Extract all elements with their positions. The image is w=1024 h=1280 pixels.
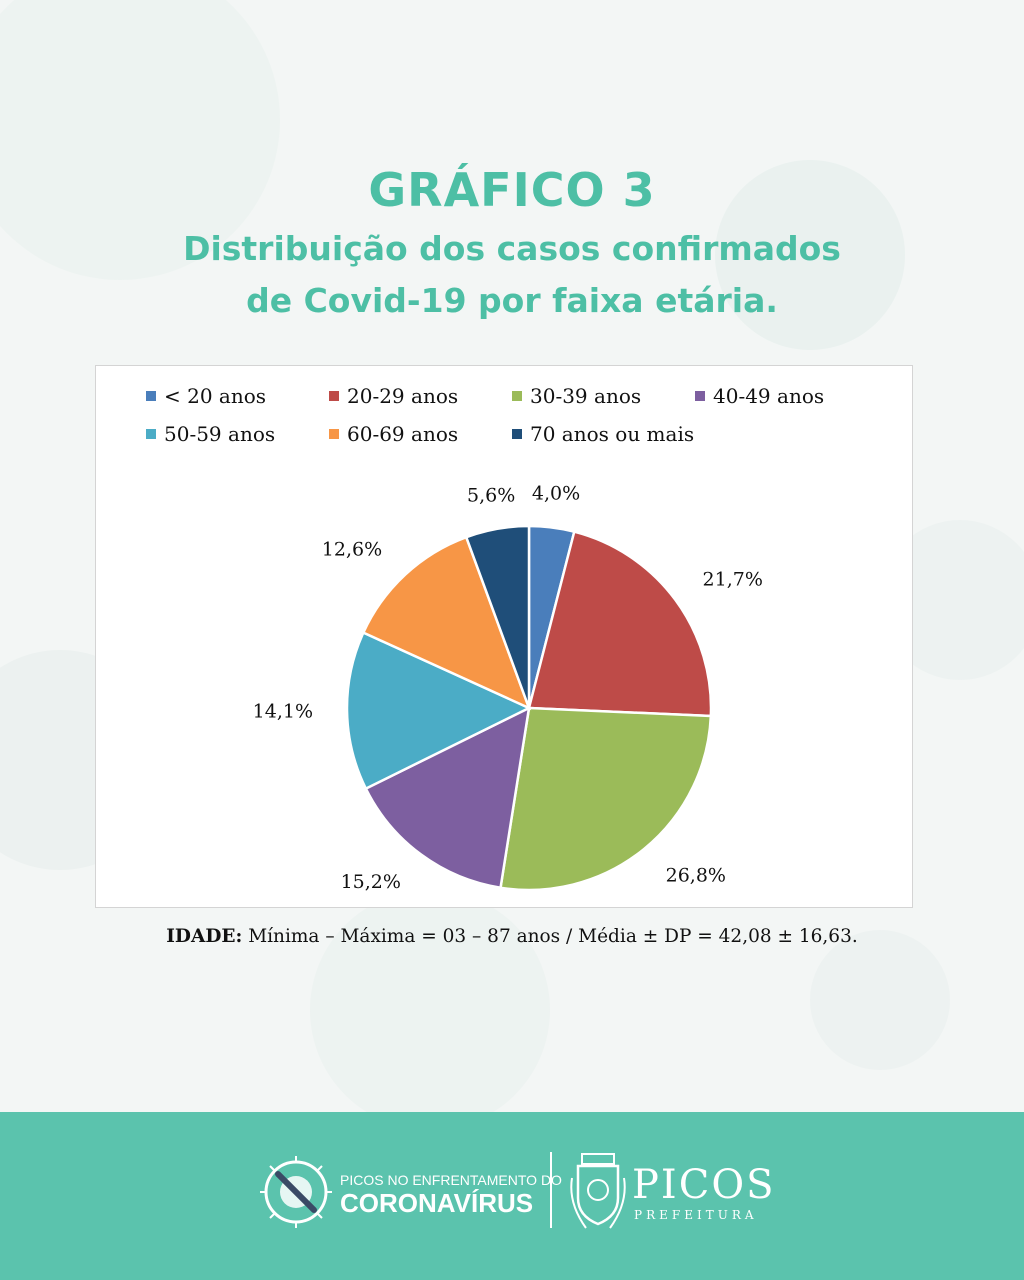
legend-label: < 20 anos — [164, 384, 267, 408]
age-statistics-label: IDADE: — [166, 926, 243, 947]
legend-label: 70 anos ou mais — [530, 422, 695, 446]
legend-item: 70 anos ou mais — [512, 422, 694, 446]
footer-banner: PICOS NO ENFRENTAMENTO DO CORONAVÍRUS PI… — [0, 1112, 1024, 1280]
legend-swatch — [512, 429, 522, 439]
legend-label: 60-69 anos — [347, 422, 459, 446]
legend-swatch — [512, 391, 522, 401]
legend-item: 60-69 anos — [329, 422, 458, 446]
legend-item: 20-29 anos — [329, 384, 458, 408]
legend-label: 30-39 anos — [530, 384, 642, 408]
slice-value-label: 15,2% — [341, 871, 401, 893]
legend-item: 30-39 anos — [512, 384, 641, 408]
slice-value-label: 12,6% — [322, 539, 382, 561]
campaign-line2: CORONAVÍRUS — [340, 1188, 534, 1218]
campaign-logo: PICOS NO ENFRENTAMENTO DO CORONAVÍRUS — [258, 1152, 562, 1232]
header: GRÁFICO 3 Distribuição dos casos confirm… — [0, 160, 1024, 328]
legend-swatch — [695, 391, 705, 401]
legend-label: 40-49 anos — [713, 384, 825, 408]
pie-chart: 4,0% 21,7% 26,8% 15,2% 14,1% 12,6% 5,6% — [253, 483, 763, 893]
chart-subheading-line2: de Covid-19 por faixa etária. — [246, 281, 778, 320]
chart-heading: GRÁFICO 3 — [368, 163, 656, 217]
slice-value-label: 14,1% — [253, 700, 313, 722]
pie-slice — [364, 705, 531, 890]
age-statistics-text: Mínima – Máxima = 03 – 87 anos / Média ±… — [242, 926, 858, 947]
city-coat-of-arms-icon — [570, 1153, 626, 1229]
city-subtitle: PREFEITURA — [634, 1208, 758, 1222]
legend-label: 50-59 anos — [164, 422, 276, 446]
city-logo: PICOS PREFEITURA — [568, 1148, 788, 1238]
slice-value-label: 4,0% — [532, 483, 580, 505]
legend-swatch — [329, 429, 339, 439]
pie-slice — [464, 524, 531, 709]
legend-swatch — [146, 429, 156, 439]
footer-divider — [550, 1152, 552, 1228]
legend-item: 50-59 anos — [146, 422, 275, 446]
slice-value-label: 21,7% — [703, 568, 763, 590]
age-statistics: IDADE: Mínima – Máxima = 03 – 87 anos / … — [0, 926, 1024, 947]
legend-swatch — [329, 391, 339, 401]
slice-value-label: 5,6% — [467, 484, 515, 506]
legend-label: 20-29 anos — [347, 384, 459, 408]
slice-value-label: 26,8% — [666, 864, 726, 886]
legend-swatch — [146, 391, 156, 401]
pie-slice — [527, 530, 713, 718]
virus-prohibited-icon — [260, 1156, 332, 1228]
chart-subheading-line1: Distribuição dos casos confirmados — [183, 229, 841, 268]
pie-slice — [345, 630, 532, 791]
legend-item: < 20 anos — [146, 384, 266, 408]
campaign-line1: PICOS NO ENFRENTAMENTO DO — [340, 1172, 562, 1188]
city-name: PICOS — [632, 1162, 776, 1208]
pie-slice — [361, 535, 532, 711]
legend-item: 40-49 anos — [695, 384, 824, 408]
chart-panel: < 20 anos 20-29 anos 30-39 anos 40-49 anos 5… — [95, 365, 913, 908]
pie-slice — [499, 706, 713, 892]
